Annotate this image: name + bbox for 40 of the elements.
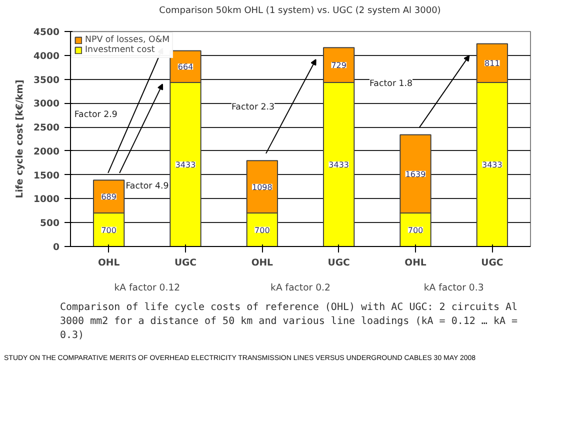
y-tick-label: 1000 <box>34 194 60 206</box>
data-label: 1098 <box>252 182 272 192</box>
y-tick-label: 2000 <box>34 146 60 158</box>
annotation: Factor 1.8 <box>370 78 413 89</box>
data-label: 689 <box>101 192 116 202</box>
data-label: 3433 <box>328 160 350 170</box>
annotation: Factor 4.9 <box>126 181 169 192</box>
y-tick-label: 0 <box>53 242 60 253</box>
data-label: 700 <box>101 226 116 235</box>
data-label: 3433 <box>482 160 502 170</box>
data-label: 664 <box>178 62 194 72</box>
text: Comparison of life cycle costs of reference (OHL) with AC UGC: 2 circuits Al 3000 mm2 for a distance of 50 km and various line loadings (kA = 0.12 … kA = 0.3) <box>60 300 519 344</box>
annotation: Factor 2.9 <box>74 110 118 120</box>
y-tick-label: 2500 <box>34 122 60 134</box>
x-tick-label: OHL <box>404 257 426 268</box>
y-tick-label: 4000 <box>34 50 60 62</box>
legend-label: NPV of losses, O&M <box>85 34 170 45</box>
data-label: 700 <box>254 226 270 235</box>
text: kA factor 0.12 <box>114 282 180 294</box>
y-tick-label: 3500 <box>34 74 60 86</box>
chart-title: Comparison 50km OHL (1 system) vs. UGC (2 system Al 3000) <box>159 5 441 18</box>
data-label: 811 <box>484 58 500 68</box>
x-tick-label: UGC <box>481 257 504 268</box>
data-label: 1639 <box>405 170 426 179</box>
y-tick-label: 4500 <box>34 26 60 38</box>
y-axis-title: Life cycle cost [k€/km] <box>14 80 26 198</box>
data-label: 3433 <box>175 160 196 170</box>
legend-label: Investment cost <box>85 44 155 55</box>
y-tick-label: 500 <box>40 218 60 229</box>
text: kA factor 0.3 <box>424 282 484 294</box>
x-tick-label: OHL <box>251 257 274 268</box>
data-label: 700 <box>408 226 424 235</box>
text: kA factor 0.2 <box>270 282 330 294</box>
x-tick-label: OHL <box>98 257 120 268</box>
annotation: Factor 2.3 <box>232 102 275 113</box>
data-label: 729 <box>331 60 346 70</box>
x-tick-label: UGC <box>328 257 350 268</box>
y-tick-label: 3000 <box>34 98 60 110</box>
x-tick-label: UGC <box>174 257 197 268</box>
y-tick-label: 1500 <box>34 170 60 182</box>
